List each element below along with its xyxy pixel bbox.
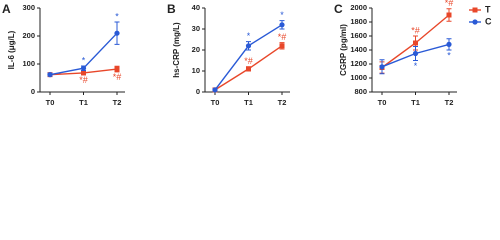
legend-marker [472,7,478,13]
panel-label: A [2,2,11,16]
x-tick-label: T0 [46,98,55,107]
y-tick-label: 20 [192,45,200,54]
y-tick-label: 100 [22,59,35,68]
significance-annotation: * [280,10,284,20]
y-axis-label: hs-CRP (mg/L) [172,22,181,78]
x-tick-label: T1 [244,98,253,107]
point [379,64,385,70]
legend-marker [472,19,478,25]
x-tick-label: T1 [411,98,420,107]
x-tick-label: T0 [211,98,220,107]
x-tick-label: T2 [278,98,287,107]
y-tick-label: 10 [192,66,200,75]
x-tick-label: T2 [445,98,454,107]
y-tick-label: 30 [192,24,200,33]
point [279,22,285,28]
y-tick-label: 1600 [350,31,367,40]
x-tick-label: T1 [79,98,88,107]
significance-annotation: *# [113,72,122,82]
panel-label: C [334,2,343,16]
legend-label: T [485,4,491,14]
significance-annotation: * [82,55,86,65]
legend-label: C [485,16,492,26]
y-axis-label: CGRP (pg/ml) [339,24,348,76]
significance-annotation: * [414,61,418,71]
point [246,66,251,72]
point [80,65,87,71]
y-tick-label: 1400 [350,45,367,54]
panel-label: B [167,2,176,16]
significance-annotation: *# [79,75,88,85]
significance-annotation: *# [278,32,287,42]
x-tick-label: T2 [113,98,122,107]
y-tick-label: 300 [22,3,35,12]
significance-annotation: *# [411,25,420,35]
point [446,12,452,18]
point [47,72,53,78]
y-tick-label: 1000 [350,73,367,82]
point [114,30,120,36]
y-tick-label: 1200 [350,59,367,68]
point [412,50,419,57]
point [114,66,120,72]
y-tick-label: 2000 [350,3,367,12]
point [212,87,218,93]
point [413,40,418,46]
point [81,70,86,76]
y-tick-label: 0 [196,87,200,96]
significance-annotation: * [247,31,251,41]
significance-annotation: * [447,50,451,60]
x-tick-label: T0 [378,98,387,107]
y-axis-label: IL-6 (μg/L) [7,30,16,69]
significance-annotation: *# [244,56,253,66]
y-tick-label: 0 [31,87,35,96]
point [446,41,452,48]
y-tick-label: 40 [192,3,200,12]
y-tick-label: 200 [22,31,35,40]
point [245,43,252,49]
y-tick-label: 800 [354,87,367,96]
significance-annotation: *# [445,0,454,8]
y-tick-label: 1800 [350,17,367,26]
point [279,43,285,49]
significance-annotation: * [115,11,119,21]
